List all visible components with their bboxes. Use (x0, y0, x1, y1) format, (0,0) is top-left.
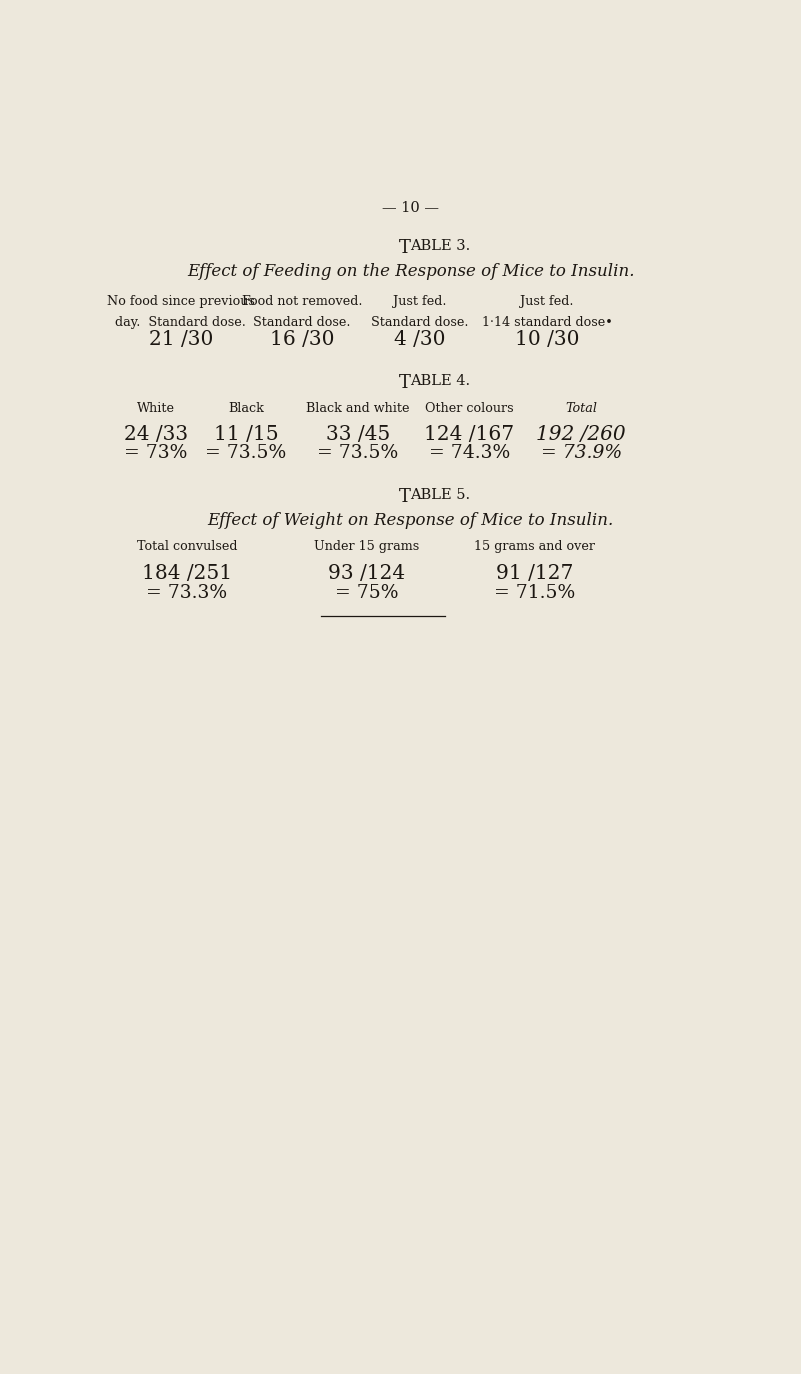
Text: 16 /30: 16 /30 (270, 330, 334, 349)
Text: ABLE 4.: ABLE 4. (410, 374, 471, 389)
Text: Effect of Weight on Response of Mice to Insulin.: Effect of Weight on Response of Mice to … (207, 513, 614, 529)
Text: = 73%: = 73% (124, 444, 187, 462)
Text: Just fed.: Just fed. (393, 295, 447, 308)
Text: Black: Black (228, 401, 264, 415)
Text: ABLE 5.: ABLE 5. (410, 488, 471, 502)
Text: = 73.9%: = 73.9% (541, 444, 622, 462)
Text: 24 /33: 24 /33 (124, 425, 188, 444)
Text: White: White (137, 401, 175, 415)
Text: 184 /251: 184 /251 (142, 563, 232, 583)
Text: Standard dose.: Standard dose. (371, 316, 469, 330)
Text: Total: Total (566, 401, 598, 415)
Text: T: T (399, 239, 410, 257)
Text: 124 /167: 124 /167 (425, 425, 514, 444)
Text: 21 /30: 21 /30 (149, 330, 213, 349)
Text: Effect of Feeding on the Response of Mice to Insulin.: Effect of Feeding on the Response of Mic… (187, 264, 634, 280)
Text: = 73.5%: = 73.5% (205, 444, 287, 462)
Text: Under 15 grams: Under 15 grams (315, 540, 420, 554)
Text: 93 /124: 93 /124 (328, 563, 405, 583)
Text: Food not removed.: Food not removed. (242, 295, 362, 308)
Text: — 10 —: — 10 — (382, 201, 439, 214)
Text: = 71.5%: = 71.5% (494, 584, 575, 602)
Text: 10 /30: 10 /30 (515, 330, 579, 349)
Text: 4 /30: 4 /30 (394, 330, 445, 349)
Text: = 75%: = 75% (336, 584, 399, 602)
Text: Black and white: Black and white (306, 401, 409, 415)
Text: No food since previous: No food since previous (107, 295, 255, 308)
Text: = 73.5%: = 73.5% (317, 444, 398, 462)
Text: 15 grams and over: 15 grams and over (474, 540, 595, 554)
Text: 11 /15: 11 /15 (214, 425, 278, 444)
Text: 33 /45: 33 /45 (326, 425, 390, 444)
Text: 1·14 standard dose•: 1·14 standard dose• (481, 316, 613, 330)
Text: Just fed.: Just fed. (521, 295, 574, 308)
Text: 91 /127: 91 /127 (496, 563, 574, 583)
Text: = 74.3%: = 74.3% (429, 444, 510, 462)
Text: day.  Standard dose.: day. Standard dose. (115, 316, 246, 330)
Text: Standard dose.: Standard dose. (253, 316, 351, 330)
Text: 192 /260: 192 /260 (537, 425, 626, 444)
Text: Total convulsed: Total convulsed (137, 540, 237, 554)
Text: ABLE 3.: ABLE 3. (410, 239, 471, 253)
Text: = 73.3%: = 73.3% (147, 584, 227, 602)
Text: T: T (399, 374, 410, 393)
Text: Other colours: Other colours (425, 401, 513, 415)
Text: T: T (399, 488, 410, 506)
